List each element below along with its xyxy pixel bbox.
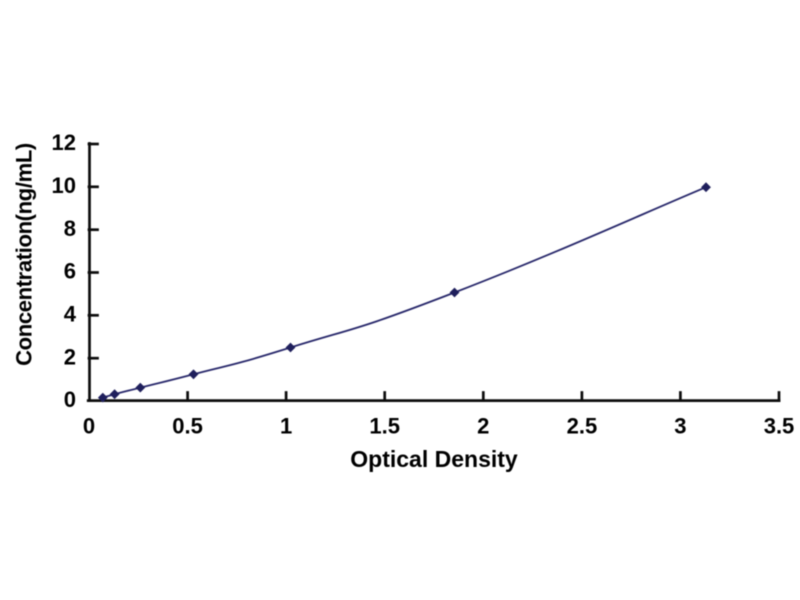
svg-text:4: 4 (64, 301, 77, 326)
svg-text:3.5: 3.5 (764, 414, 795, 439)
svg-text:2: 2 (477, 414, 489, 439)
svg-text:3: 3 (674, 414, 686, 439)
svg-text:0: 0 (64, 387, 76, 412)
svg-text:2: 2 (64, 344, 76, 369)
svg-text:Optical Density: Optical Density (350, 446, 518, 472)
svg-text:1.5: 1.5 (369, 414, 400, 439)
svg-text:Concentration(ng/mL): Concentration(ng/mL) (12, 143, 37, 366)
svg-text:0.5: 0.5 (172, 414, 203, 439)
svg-text:2.5: 2.5 (567, 414, 598, 439)
svg-text:6: 6 (64, 259, 76, 284)
svg-text:0: 0 (83, 414, 95, 439)
svg-text:8: 8 (64, 216, 76, 241)
svg-text:12: 12 (52, 130, 76, 155)
svg-text:1: 1 (280, 414, 292, 439)
svg-text:10: 10 (52, 173, 76, 198)
